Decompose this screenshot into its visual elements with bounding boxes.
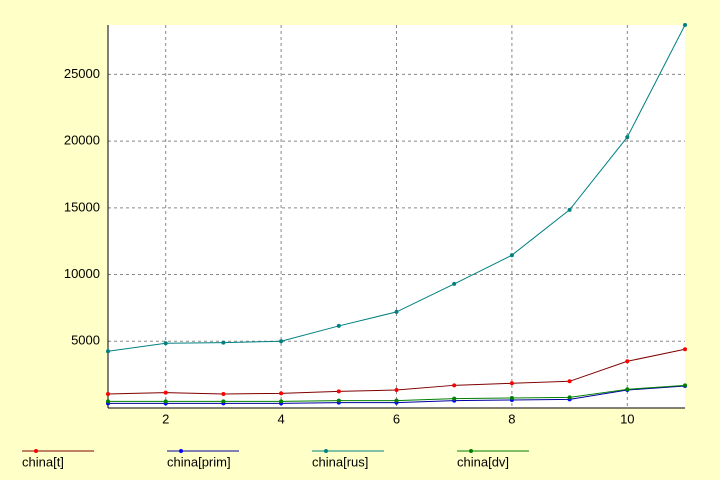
data-point	[221, 399, 226, 404]
data-point	[567, 207, 572, 212]
data-point	[106, 349, 110, 354]
data-point	[394, 387, 399, 392]
x-tick-label: 8	[508, 411, 515, 426]
data-point	[336, 323, 341, 328]
data-point	[106, 391, 110, 396]
data-point	[683, 383, 687, 388]
legend-label: china[dv]	[457, 454, 509, 469]
data-point	[625, 135, 630, 140]
legend-label: china[prim]	[167, 454, 231, 469]
data-point	[567, 379, 572, 384]
data-point	[452, 396, 457, 401]
data-point	[163, 341, 168, 346]
legend-marker	[324, 449, 328, 453]
legend-marker	[34, 449, 38, 453]
data-point	[279, 399, 284, 404]
data-point	[509, 253, 514, 258]
legend-marker	[469, 449, 473, 453]
y-tick-label: 15000	[64, 199, 100, 214]
data-point	[452, 383, 457, 388]
data-point	[163, 399, 168, 404]
data-point	[509, 395, 514, 400]
data-point	[279, 391, 284, 396]
legend-label: china[rus]	[312, 454, 368, 469]
data-point	[452, 281, 457, 286]
data-point	[279, 339, 284, 344]
y-tick-label: 20000	[64, 133, 100, 148]
y-tick-label: 10000	[64, 266, 100, 281]
y-tick-label: 5000	[71, 333, 100, 348]
data-point	[683, 23, 687, 27]
data-point	[163, 390, 168, 395]
data-point	[336, 398, 341, 403]
x-tick-label: 4	[277, 411, 284, 426]
data-point	[221, 340, 226, 345]
legend-marker	[179, 449, 183, 453]
data-point	[106, 399, 110, 404]
data-point	[509, 381, 514, 386]
x-tick-label: 6	[393, 411, 400, 426]
data-point	[683, 347, 687, 352]
data-point	[625, 387, 630, 392]
y-tick-label: 25000	[64, 66, 100, 81]
x-tick-label: 10	[620, 411, 634, 426]
data-point	[625, 359, 630, 364]
x-tick-label: 2	[162, 411, 169, 426]
data-point	[221, 391, 226, 396]
legend-label: china[t]	[22, 454, 64, 469]
data-point	[567, 395, 572, 400]
data-point	[394, 309, 399, 314]
data-point	[336, 389, 341, 394]
data-point	[394, 398, 399, 403]
